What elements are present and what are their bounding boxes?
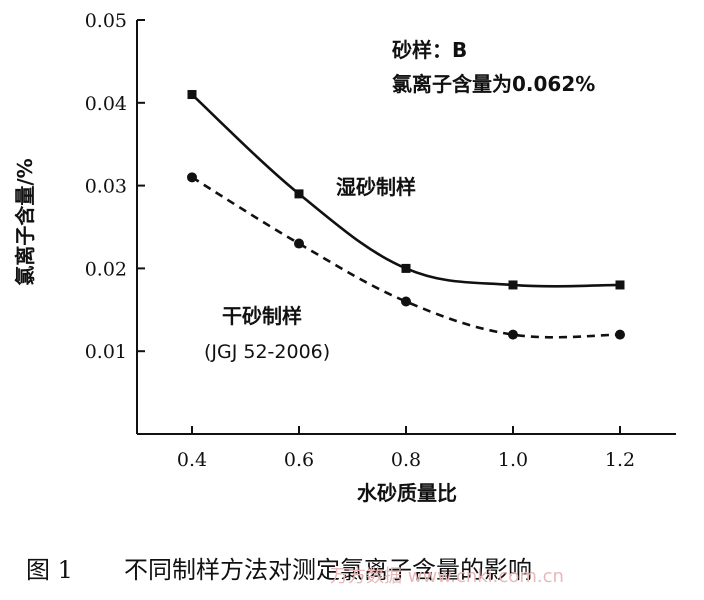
series-line-wet <box>191 93 621 288</box>
data-point-square <box>187 90 197 100</box>
series-label-dry-standard: (JGJ 52-2006) <box>204 341 330 363</box>
annotation-chloride: 氯离子含量为0.062% <box>392 72 595 96</box>
y-tick-label: 0.04 <box>85 93 127 115</box>
x-axis-ticks: 0.4 0.6 0.8 1.0 1.2 <box>177 426 635 471</box>
data-point-square <box>294 189 304 199</box>
series-line-dry <box>191 176 621 339</box>
series-label-dry: 干砂制样 <box>222 304 302 328</box>
data-point-square <box>615 280 625 290</box>
data-point-square <box>508 280 518 290</box>
y-axis-ticks: 0.01 0.02 0.03 0.04 0.05 <box>85 10 145 363</box>
y-tick-label: 0.03 <box>85 176 127 198</box>
y-tick-label: 0.05 <box>85 10 127 32</box>
x-tick-label: 0.6 <box>284 449 314 471</box>
x-tick-label: 0.4 <box>177 449 207 471</box>
x-axis-title: 水砂质量比 <box>357 481 457 505</box>
data-point-circle <box>294 238 304 249</box>
series-layer <box>187 90 625 340</box>
data-point-circle <box>187 172 197 183</box>
figure-caption-number: 图 1 <box>26 556 73 584</box>
data-point-circle <box>615 329 625 340</box>
x-tick-label: 1.2 <box>605 449 635 471</box>
data-point-circle <box>508 329 518 340</box>
figure-caption-text: 不同制样方法对测定氯离子含量的影响 <box>124 556 532 584</box>
x-tick-label: 0.8 <box>391 449 421 471</box>
y-axis-title: 氯离子含量/% <box>13 158 37 285</box>
series-label-wet: 湿砂制样 <box>336 175 416 199</box>
data-point-circle <box>401 296 411 307</box>
y-tick-label: 0.02 <box>85 258 127 280</box>
y-tick-label: 0.01 <box>85 341 127 363</box>
watermark: 万方数据 www.cnki.com.cn <box>330 566 564 587</box>
annotation-sample: 砂样：B <box>392 38 467 62</box>
x-tick-label: 1.0 <box>498 449 528 471</box>
data-point-square <box>401 263 411 273</box>
